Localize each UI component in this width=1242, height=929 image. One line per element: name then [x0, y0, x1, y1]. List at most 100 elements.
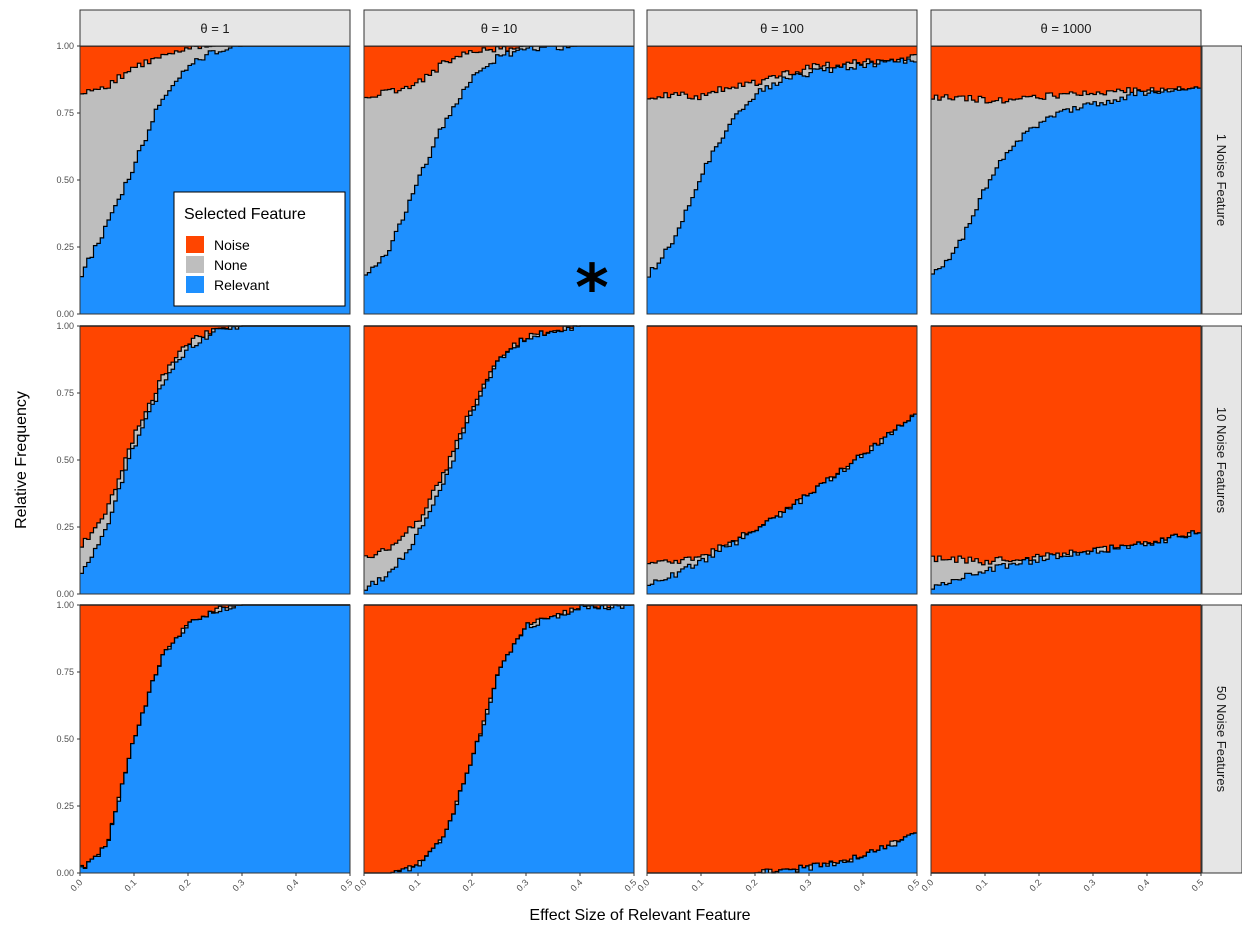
x-tick-label: 0.0	[919, 877, 935, 893]
y-tick-label: 0.50	[56, 455, 74, 465]
strip-col-box	[646, 9, 918, 47]
area-relevant	[931, 87, 1201, 314]
legend-label-none: None	[214, 257, 248, 273]
strip-row-box	[1201, 325, 1242, 595]
y-tick-label: 0.25	[56, 242, 74, 252]
line-none-top	[931, 530, 1201, 566]
legend: Selected Feature Noise None Relevant	[173, 191, 346, 307]
strips-layer: θ = 1 θ = 10 θ = 100 θ = 1000 1 Noise Featur…	[79, 9, 1242, 874]
panel-r3-c1	[79, 604, 351, 874]
x-tick-label: 0.0	[635, 877, 651, 893]
x-tick-label: 0.3	[514, 877, 530, 893]
strip-col-box	[930, 9, 1202, 47]
area-relevant	[364, 605, 634, 873]
y-tick-label: 0.25	[56, 522, 74, 532]
y-tick-label: 0.25	[56, 801, 74, 811]
legend-swatch-noise	[186, 236, 204, 253]
y-tick-label: 0.75	[56, 388, 74, 398]
panels-layer	[79, 45, 1202, 874]
strip-col-label: θ = 1000	[1041, 21, 1092, 36]
x-tick-label: 0.2	[1027, 877, 1043, 893]
strip-col-label: θ = 1	[200, 21, 229, 36]
line-none-top	[647, 53, 917, 101]
y-tick-label: 0.00	[56, 589, 74, 599]
line-relevant-top	[364, 604, 634, 874]
y-tick-label: 0.50	[56, 175, 74, 185]
panel-border	[646, 325, 918, 595]
strip-col-1: θ = 1	[79, 9, 351, 47]
x-tick-label: 0.4	[284, 877, 300, 893]
strip-row-box	[1201, 45, 1242, 315]
y-tick-label: 0.00	[56, 868, 74, 878]
legend-swatch-relevant	[186, 276, 204, 293]
x-tick-label: 0.4	[851, 877, 867, 893]
area-relevant	[364, 326, 634, 594]
strip-col-2: θ = 10	[363, 9, 635, 47]
area-noise	[931, 605, 1201, 873]
area-relevant	[931, 530, 1201, 594]
x-tick-label: 0.0	[68, 877, 84, 893]
strip-col-label: θ = 100	[760, 21, 804, 36]
x-tick-label: 0.3	[230, 877, 246, 893]
strip-row-3: 50 Noise Features	[1201, 604, 1242, 874]
x-tick-label: 0.4	[568, 877, 584, 893]
annotation-asterisk: *	[575, 252, 608, 326]
area-relevant	[364, 46, 634, 314]
y-tick-label: 0.75	[56, 667, 74, 677]
panel-r2-c1	[79, 325, 351, 595]
panel-border	[930, 604, 1202, 874]
x-tick-label: 0.3	[797, 877, 813, 893]
strip-col-box	[79, 9, 351, 47]
area-noise	[647, 605, 917, 873]
y-tick-label: 1.00	[56, 600, 74, 610]
line-relevant-top	[364, 45, 634, 276]
strip-row-label: 10 Noise Features	[1214, 407, 1229, 514]
panel-r3-c4	[930, 604, 1202, 874]
y-axis-title: Relative Frequency	[13, 391, 30, 529]
x-tick-label: 0.5	[1189, 877, 1205, 893]
panel-border	[646, 604, 918, 874]
panel-border	[363, 325, 635, 595]
y-tick-label: 1.00	[56, 321, 74, 331]
y-tick-label: 0.00	[56, 309, 74, 319]
strip-row-label: 1 Noise Feature	[1214, 134, 1229, 227]
area-relevant	[647, 833, 917, 873]
line-relevant-top	[647, 413, 917, 587]
strip-col-box	[363, 9, 635, 47]
legend-title: Selected Feature	[184, 206, 306, 223]
panel-border	[363, 604, 635, 874]
panel-r2-c2	[363, 325, 635, 595]
area-relevant	[647, 58, 917, 315]
strip-row-2: 10 Noise Features	[1201, 325, 1242, 595]
x-tick-label: 0.3	[1081, 877, 1097, 893]
x-tick-label: 0.2	[176, 877, 192, 893]
panel-r2-c3	[646, 325, 918, 595]
strip-row-box	[1201, 604, 1242, 874]
strip-col-4: θ = 1000	[930, 9, 1202, 47]
panel-r1-c3	[646, 45, 918, 315]
x-tick-label: 0.1	[122, 877, 138, 893]
x-tick-label: 0.4	[1135, 877, 1151, 893]
panel-r1-c4	[930, 45, 1202, 315]
line-relevant-top	[364, 325, 634, 591]
panel-r3-c2	[363, 604, 635, 874]
panel-border	[930, 325, 1202, 595]
strip-row-label: 50 Noise Features	[1214, 686, 1229, 793]
x-tick-label: 0.2	[743, 877, 759, 893]
ticks-layer: 0.000.250.500.751.000.000.250.500.751.00…	[56, 41, 1205, 893]
area-relevant	[80, 326, 350, 594]
x-axis-title: Effect Size of Relevant Feature	[529, 907, 750, 924]
x-tick-label: 0.0	[352, 877, 368, 893]
x-tick-label: 0.1	[973, 877, 989, 893]
strip-col-label: θ = 10	[481, 21, 518, 36]
legend-label-relevant: Relevant	[214, 277, 269, 293]
x-tick-label: 0.1	[689, 877, 705, 893]
y-tick-label: 1.00	[56, 41, 74, 51]
legend-label-noise: Noise	[214, 237, 250, 253]
line-none-top	[931, 86, 1201, 104]
line-relevant-top	[931, 86, 1201, 275]
strip-row-1: 1 Noise Feature	[1201, 45, 1242, 315]
panel-r1-c2	[363, 45, 635, 315]
y-tick-label: 0.75	[56, 108, 74, 118]
